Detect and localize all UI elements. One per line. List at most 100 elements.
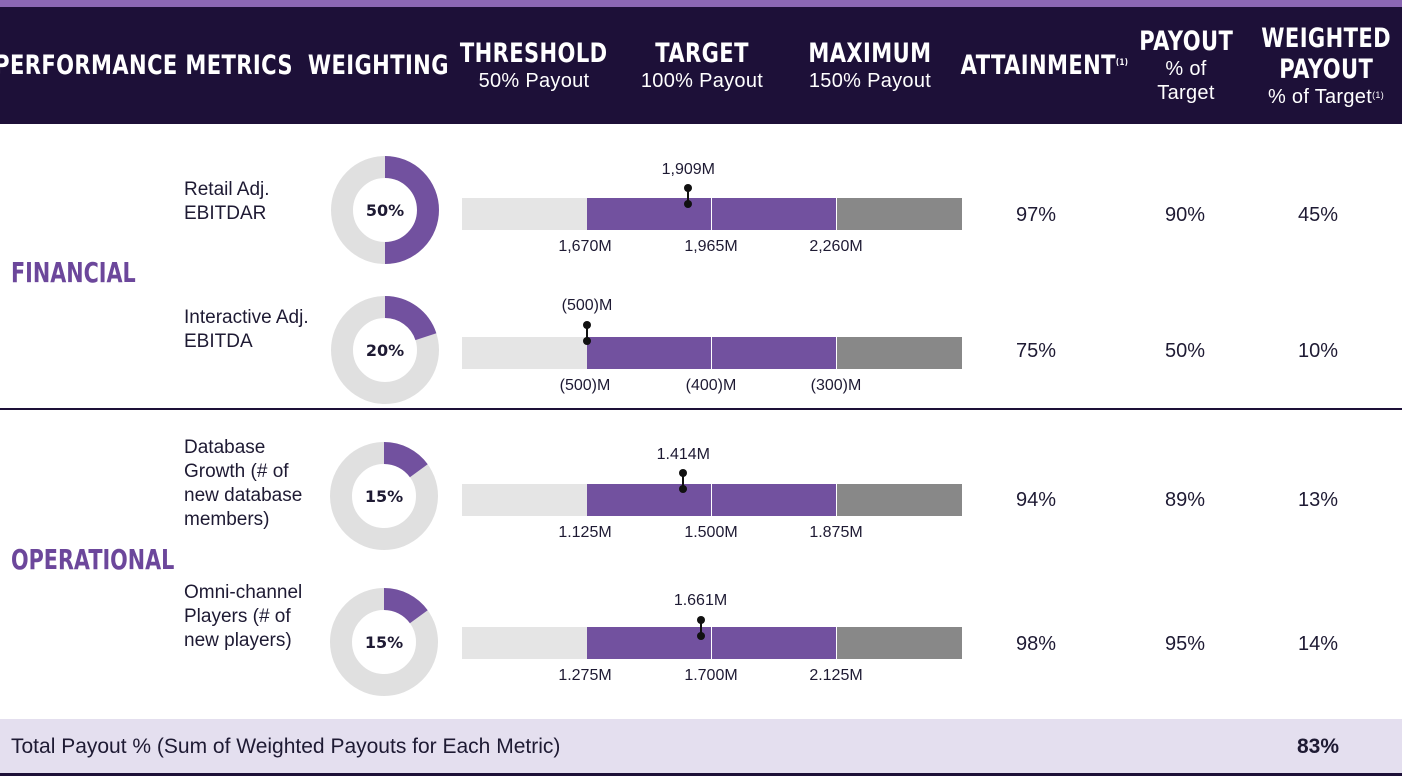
bullet-track: 1.414M 1.125M 1.500M 1.875M [462,446,962,541]
header-threshold: THRESHOLD 50% Payout [454,7,614,124]
header-target: TARGET 100% Payout [622,7,782,124]
header-attainment: ATTAINMENT(1) [960,7,1130,124]
donut-label: 15% [365,487,403,506]
header-weighting-label: WEIGHTING [307,50,449,81]
actual-marker [684,184,693,208]
threshold-tick-label: (500)M [559,377,611,394]
header-attainment-label: ATTAINMENT(1) [961,50,1129,81]
marker-dot-bottom [679,485,688,493]
metric-name: Interactive Adj. EBITDA [184,307,309,352]
header-maximum-sublabel: 150% Payout [808,70,932,92]
header-weighted-label-2: PAYOUT [1278,53,1373,85]
category-financial: FINANCIAL [11,256,136,289]
header-weighting: WEIGHTING [300,7,456,124]
actual-value-label: 1,909M [661,161,715,178]
header-weighted-sublabel: % of Target(1) [1268,85,1384,109]
attainment-value: 98% [1015,633,1057,655]
marker-dot-top [696,616,705,624]
donut-weight-arc [383,442,428,478]
weighted-payout-value: 10% [1297,340,1339,362]
target-to-maximum-segment [712,627,836,659]
donut-label: 20% [366,341,404,360]
target-tick-label: (400)M [685,377,737,394]
above-maximum-segment [837,627,962,659]
table-header: PERFORMANCE METRICS WEIGHTING THRESHOLD … [0,7,1402,124]
payout-value: 95% [1164,633,1206,655]
above-maximum-segment [837,484,962,516]
actual-value-label: 1.661M [673,592,728,609]
header-attainment-text: ATTAINMENT [961,50,1117,81]
maximum-tick-label: 1.875M [809,524,863,541]
header-threshold-label: THRESHOLD [460,38,608,69]
actual-value-label: 1.414M [656,446,710,463]
header-weighted-label-1: WEIGHTED [1261,22,1391,54]
target-to-maximum-segment [712,337,836,369]
actual-marker [583,321,591,345]
header-payout: PAYOUT % of Target [1130,7,1242,124]
actual-value-label: (500)M [561,297,613,314]
marker-dot-bottom [696,632,705,640]
maximum-tick-label: (300)M [810,377,862,394]
marker-dot-top [679,469,688,477]
maximum-tick-label: 2,260M [809,238,863,255]
threshold-tick-label: 1.125M [558,524,612,541]
category-operational: OPERATIONAL [11,543,175,576]
weighting-donut: 50% [331,156,439,264]
header-maximum: MAXIMUM 150% Payout [790,7,950,124]
metric-name: Omni-channel Players (# of new players) [184,582,303,651]
bullet-track: 1,909M 1,670M 1,965M 2,260M [462,161,962,255]
footnote-marker: (1) [1372,89,1384,100]
weighted-payout-value: 45% [1297,204,1339,226]
weighted-payout-value: 14% [1297,633,1339,655]
threshold-to-target-segment [587,627,711,659]
above-maximum-segment [837,337,962,369]
header-payout-sublabel-1: % of [1165,58,1207,80]
below-threshold-segment [462,198,587,230]
target-tick-label: 1.700M [684,667,738,684]
header-payout-sublabel-2: Target [1157,82,1215,104]
threshold-to-target-segment [587,484,711,516]
marker-dot-bottom [684,200,693,208]
maximum-tick-label: 2.125M [809,667,863,684]
donut-weight-arc [384,296,437,341]
header-weighted-subtext: % of Target [1267,85,1373,108]
above-maximum-segment [837,198,962,230]
payout-value: 50% [1164,340,1206,362]
donut-weight-arc [383,588,428,624]
weighting-donut: 20% [331,296,439,404]
donut-weight-arc [384,156,439,264]
attainment-value: 94% [1015,489,1057,511]
total-payout-label: Total Payout % (Sum of Weighted Payouts … [11,735,561,758]
weighting-donut: 15% [330,442,438,550]
marker-dot-top [583,321,591,329]
threshold-tick-label: 1,670M [558,238,612,255]
marker-stem [687,188,690,204]
target-to-maximum-segment [712,484,836,516]
footnote-marker: (1) [1116,58,1129,68]
header-threshold-sublabel: 50% Payout [478,70,590,92]
target-tick-label: 1.500M [684,524,738,541]
header-target-label: TARGET [655,38,749,69]
header-maximum-label: MAXIMUM [808,38,932,69]
payout-value: 89% [1164,489,1206,511]
header-target-sublabel: 100% Payout [640,70,764,92]
marker-dot-top [684,184,693,192]
metric-name: Retail Adj. EBITDAR [184,179,270,224]
weighting-donut: 15% [330,588,438,696]
donut-label: 15% [365,633,403,652]
header-performance-metrics-label: PERFORMANCE METRICS [0,50,294,81]
attainment-value: 97% [1015,204,1057,226]
payout-value: 90% [1164,204,1206,226]
header-weighted-payout: WEIGHTED PAYOUT % of Target(1) [1250,7,1402,124]
threshold-tick-label: 1.275M [558,667,612,684]
bullet-track: 1.661M 1.275M 1.700M 2.125M [462,592,962,684]
threshold-to-target-segment [587,337,711,369]
metric-name: Database Growth (# of new database membe… [184,437,303,530]
actual-marker [696,616,705,640]
below-threshold-segment [462,627,587,659]
weighted-payout-value: 13% [1297,489,1339,511]
actual-marker [679,469,688,493]
donut-label: 50% [366,201,404,220]
header-payout-label: PAYOUT [1139,26,1234,57]
attainment-value: 75% [1015,340,1057,362]
